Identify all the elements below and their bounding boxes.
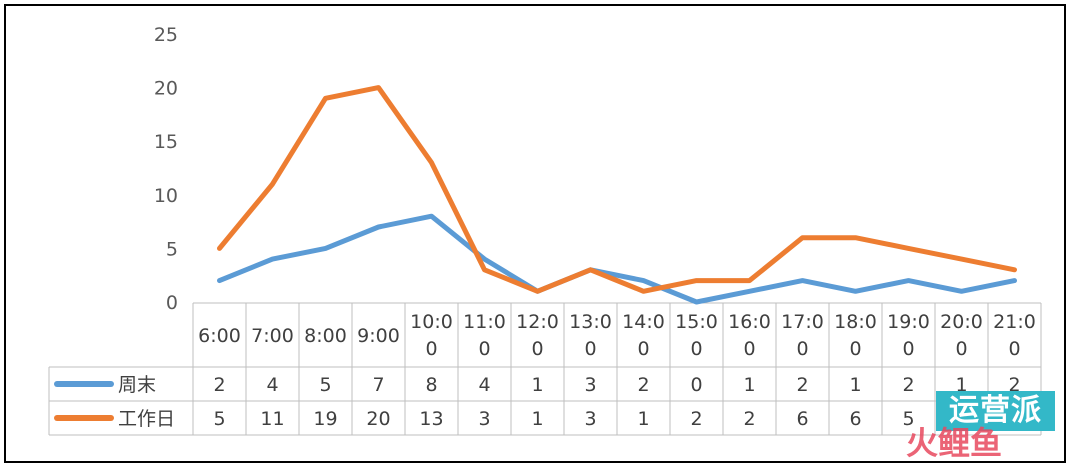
x-category-label: 10:0 [410,311,453,333]
x-category-label: 21:0 [993,311,1036,333]
data-value-label: 20 [366,408,390,430]
x-category-label: 0 [1008,338,1020,360]
data-value-label: 1 [955,374,967,396]
data-value-label: 3 [584,408,596,430]
data-value-label: 5 [213,408,225,430]
data-value-label: 1 [743,374,755,396]
x-category-label: 13:0 [569,311,612,333]
data-value-label: 8 [425,374,437,396]
data-value-label: 2 [796,374,808,396]
watermark-logo: 运营派 火鲤鱼 [906,391,1055,459]
y-tick-label: 0 [166,292,178,314]
x-category-label: 14:0 [622,311,665,333]
data-value-label: 2 [690,408,702,430]
x-category-label: 0 [955,338,967,360]
data-value-label: 1 [531,408,543,430]
data-value-label: 6 [849,408,861,430]
data-value-label: 19 [313,408,337,430]
series-name-label: 周末 [118,374,156,396]
x-category-label: 0 [849,338,861,360]
x-category-label: 6:00 [198,325,241,347]
x-category-label: 8:00 [304,325,347,347]
series-line [217,85,1017,294]
x-category-label: 19:0 [887,311,930,333]
y-tick-label: 15 [154,131,178,153]
x-category-label: 0 [796,338,808,360]
data-value-label: 1 [637,408,649,430]
x-category-label: 0 [690,338,702,360]
data-value-label: 2 [637,374,649,396]
y-tick-label: 5 [166,238,178,260]
watermark-subtext: 火鲤鱼 [906,424,1003,462]
x-category-label: 11:0 [463,311,506,333]
watermark-text: 运营派 [936,391,1055,431]
series-name-label: 工作日 [118,408,175,430]
data-value-label: 0 [690,374,702,396]
data-value-label: 2 [213,374,225,396]
y-tick-label: 25 [154,24,178,46]
x-category-label: 12:0 [516,311,559,333]
x-category-label: 0 [425,338,437,360]
x-category-label: 0 [531,338,543,360]
data-value-label: 13 [419,408,443,430]
data-value-label: 2 [902,374,914,396]
x-category-label: 0 [902,338,914,360]
x-category-label: 16:0 [728,311,771,333]
data-value-label: 4 [266,374,278,396]
x-category-label: 0 [743,338,755,360]
x-category-label: 9:00 [357,325,400,347]
y-tick-label: 20 [154,78,178,100]
chart-frame [4,4,1066,463]
data-value-label: 1 [531,374,543,396]
x-category-label: 0 [584,338,596,360]
data-value-label: 5 [319,374,331,396]
series-lines [217,85,1017,305]
data-value-label: 6 [796,408,808,430]
x-category-label: 18:0 [834,311,877,333]
y-axis: 0 5 10 15 20 25 [154,24,178,314]
x-category-label: 20:0 [940,311,983,333]
data-value-label: 1 [849,374,861,396]
data-table: 6:00 7:00 8:00 9:00 10:0 0 11:0 0 12:0 0 13:0 0 14:0… [48,302,1042,436]
x-category-label: 0 [478,338,490,360]
data-value-label: 3 [584,374,596,396]
data-value-label: 2 [1008,374,1020,396]
series-line [217,213,1017,305]
y-tick-label: 10 [154,185,178,207]
data-value-label: 2 [743,408,755,430]
data-value-label: 7 [372,374,384,396]
data-value-label: 3 [478,408,490,430]
data-value-label: 5 [902,408,914,430]
x-category-label: 7:00 [251,325,294,347]
x-category-label: 0 [637,338,649,360]
x-category-label: 17:0 [781,311,824,333]
data-value-label: 4 [478,374,490,396]
data-value-label: 11 [260,408,284,430]
x-category-label: 15:0 [675,311,718,333]
